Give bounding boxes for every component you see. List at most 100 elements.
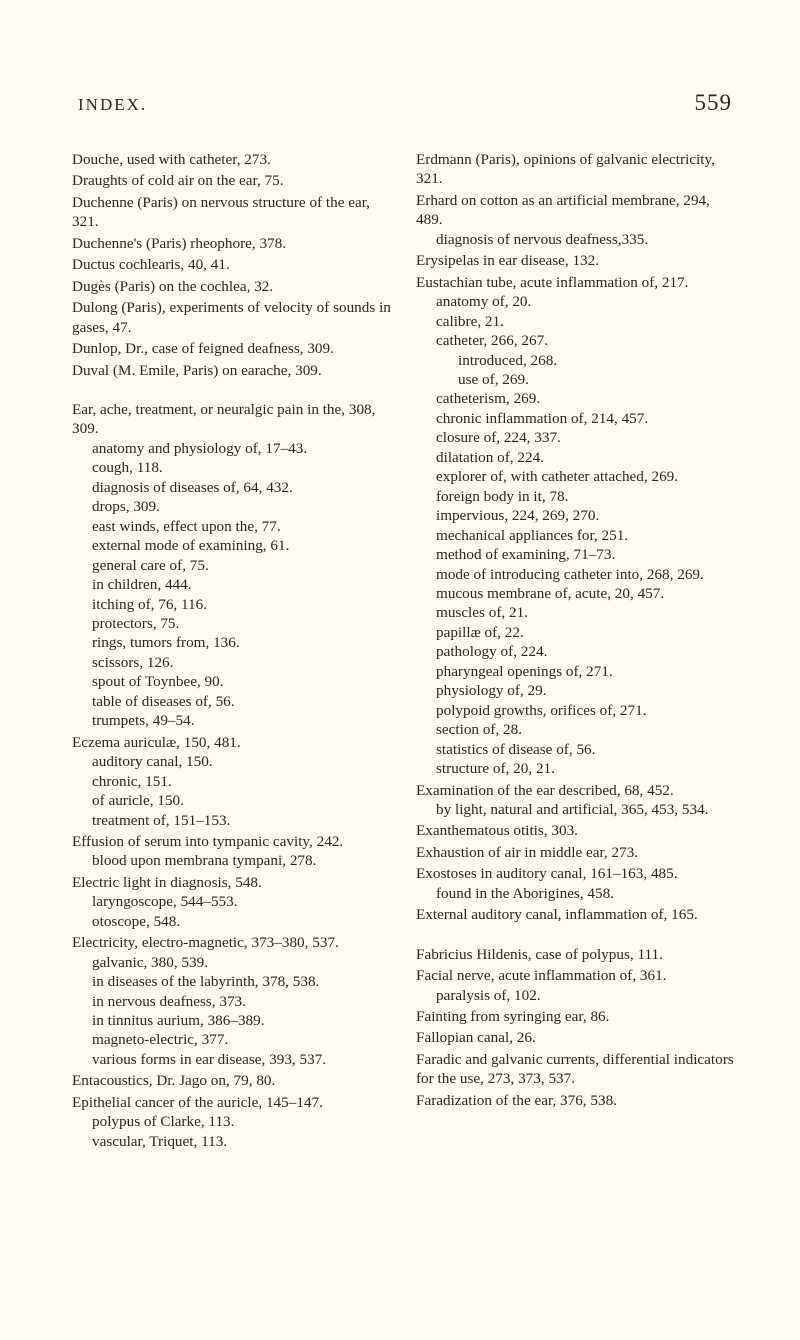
entry-text: Fainting from syringing ear, 86. xyxy=(416,1007,738,1026)
entry-text: Ductus cochlearis, 40, 41. xyxy=(72,255,394,274)
section-gap xyxy=(72,382,394,400)
entry-fainting: Fainting from syringing ear, 86. xyxy=(416,1007,738,1026)
subentry: cough, 118. xyxy=(72,458,394,477)
entry-faradic: Faradic and galvanic currents, different… xyxy=(416,1050,738,1089)
subentry: pharyngeal openings of, 271. xyxy=(416,662,738,681)
index-columns: Douche, used with catheter, 273. Draught… xyxy=(72,150,738,1280)
entry-erysipelas: Erysipelas in ear disease, 132. xyxy=(416,251,738,270)
subentry: by light, natural and artificial, 365, 4… xyxy=(416,800,738,819)
entry-text: Duchenne (Paris) on nervous structure of… xyxy=(72,193,394,232)
entry-exanthematous: Exanthematous otitis, 303. xyxy=(416,821,738,840)
entry-draughts: Draughts of cold air on the ear, 75. xyxy=(72,171,394,190)
subentry: paralysis of, 102. xyxy=(416,986,738,1005)
entry-text: Electricity, electro-magnetic, 373–380, … xyxy=(72,933,394,952)
subentry-2: introduced, 268. xyxy=(416,351,738,370)
entry-erdmann: Erdmann (Paris), opinions of galvanic el… xyxy=(416,150,738,189)
subentry: treatment of, 151–153. xyxy=(72,811,394,830)
subentry: method of examining, 71–73. xyxy=(416,545,738,564)
entry-text: Erhard on cotton as an artificial membra… xyxy=(416,191,738,230)
subentry: in nervous deafness, 373. xyxy=(72,992,394,1011)
entry-text: Electric light in diagnosis, 548. xyxy=(72,873,394,892)
running-title: INDEX. xyxy=(78,95,147,115)
entry-text: Erdmann (Paris), opinions of galvanic el… xyxy=(416,150,738,189)
subentry: scissors, 126. xyxy=(72,653,394,672)
entry-text: Examination of the ear described, 68, 45… xyxy=(416,781,738,800)
entry-duchenne-1: Duchenne (Paris) on nervous structure of… xyxy=(72,193,394,232)
subentry: of auricle, 150. xyxy=(72,791,394,810)
entry-text: Eczema auriculæ, 150, 481. xyxy=(72,733,394,752)
entry-text: Faradic and galvanic currents, different… xyxy=(416,1050,738,1089)
entry-text: Draughts of cold air on the ear, 75. xyxy=(72,171,394,190)
subentry: mechanical appliances for, 251. xyxy=(416,526,738,545)
entry-examination: Examination of the ear described, 68, 45… xyxy=(416,781,738,820)
subentry: protectors, 75. xyxy=(72,614,394,633)
subentry: explorer of, with catheter attached, 269… xyxy=(416,467,738,486)
subentry: catheter, 266, 267. xyxy=(416,331,738,350)
subentry: blood upon membrana tympani, 278. xyxy=(72,851,394,870)
subentry: calibre, 21. xyxy=(416,312,738,331)
entry-fallopian: Fallopian canal, 26. xyxy=(416,1028,738,1047)
entry-text: Exanthematous otitis, 303. xyxy=(416,821,738,840)
section-gap xyxy=(416,927,738,945)
subentry: drops, 309. xyxy=(72,497,394,516)
entry-text: Faradization of the ear, 376, 538. xyxy=(416,1091,738,1110)
entry-exostoses: Exostoses in auditory canal, 161–163, 48… xyxy=(416,864,738,903)
subentry: in children, 444. xyxy=(72,575,394,594)
page: INDEX. 559 Douche, used with catheter, 2… xyxy=(0,0,800,1340)
subentry: physiology of, 29. xyxy=(416,681,738,700)
entry-text: Douche, used with catheter, 273. xyxy=(72,150,394,169)
page-number: 559 xyxy=(695,90,733,116)
entry-exhaustion: Exhaustion of air in middle ear, 273. xyxy=(416,843,738,862)
subentry: statistics of disease of, 56. xyxy=(416,740,738,759)
subentry: chronic, 151. xyxy=(72,772,394,791)
entry-text: Erysipelas in ear disease, 132. xyxy=(416,251,738,270)
subentry: papillæ of, 22. xyxy=(416,623,738,642)
entry-electric-light: Electric light in diagnosis, 548. laryng… xyxy=(72,873,394,931)
subentry: structure of, 20, 21. xyxy=(416,759,738,778)
entry-text: Duval (M. Emile, Paris) on earache, 309. xyxy=(72,361,394,380)
entry-text: Entacoustics, Dr. Jago on, 79, 80. xyxy=(72,1071,394,1090)
entry-text: Fabricius Hildenis, case of polypus, 111… xyxy=(416,945,738,964)
subentry: galvanic, 380, 539. xyxy=(72,953,394,972)
entry-dulong: Dulong (Paris), experiments of velocity … xyxy=(72,298,394,337)
subentry: east winds, effect upon the, 77. xyxy=(72,517,394,536)
entry-epithelial: Epithelial cancer of the auricle, 145–14… xyxy=(72,1093,394,1151)
subentry: polypoid growths, orifices of, 271. xyxy=(416,701,738,720)
subentry: mode of introducing catheter into, 268, … xyxy=(416,565,738,584)
entry-duchenne-2: Duchenne's (Paris) rheophore, 378. xyxy=(72,234,394,253)
subentry: table of diseases of, 56. xyxy=(72,692,394,711)
entry-entacoustics: Entacoustics, Dr. Jago on, 79, 80. xyxy=(72,1071,394,1090)
subentry: in tinnitus aurium, 386–389. xyxy=(72,1011,394,1030)
entry-text: Fallopian canal, 26. xyxy=(416,1028,738,1047)
subentry: external mode of examining, 61. xyxy=(72,536,394,555)
subentry: general care of, 75. xyxy=(72,556,394,575)
subentry: dilatation of, 224. xyxy=(416,448,738,467)
subentry: diagnosis of diseases of, 64, 432. xyxy=(72,478,394,497)
entry-text: Effusion of serum into tympanic cavity, … xyxy=(72,832,394,851)
subentry: catheterism, 269. xyxy=(416,389,738,408)
entry-facial: Facial nerve, acute inflammation of, 361… xyxy=(416,966,738,1005)
entry-text: Duchenne's (Paris) rheophore, 378. xyxy=(72,234,394,253)
subentry: anatomy of, 20. xyxy=(416,292,738,311)
entry-duges: Dugès (Paris) on the cochlea, 32. xyxy=(72,277,394,296)
entry-ductus: Ductus cochlearis, 40, 41. xyxy=(72,255,394,274)
subentry: auditory canal, 150. xyxy=(72,752,394,771)
subentry: found in the Aborigines, 458. xyxy=(416,884,738,903)
entry-ear: Ear, ache, treatment, or neuralgic pain … xyxy=(72,400,394,731)
entry-text: Eustachian tube, acute inflammation of, … xyxy=(416,273,738,292)
entry-dunlop: Dunlop, Dr., case of feigned deafness, 3… xyxy=(72,339,394,358)
entry-text: Exostoses in auditory canal, 161–163, 48… xyxy=(416,864,738,883)
entry-fabricius: Fabricius Hildenis, case of polypus, 111… xyxy=(416,945,738,964)
subentry: laryngoscope, 544–553. xyxy=(72,892,394,911)
subentry: polypus of Clarke, 113. xyxy=(72,1112,394,1131)
entry-text: Dunlop, Dr., case of feigned deafness, 3… xyxy=(72,339,394,358)
entry-faradization: Faradization of the ear, 376, 538. xyxy=(416,1091,738,1110)
entry-duval: Duval (M. Emile, Paris) on earache, 309. xyxy=(72,361,394,380)
subentry: itching of, 76, 116. xyxy=(72,595,394,614)
entry-external: External auditory canal, inflammation of… xyxy=(416,905,738,924)
entry-erhard: Erhard on cotton as an artificial membra… xyxy=(416,191,738,249)
subentry: foreign body in it, 78. xyxy=(416,487,738,506)
entry-text: Exhaustion of air in middle ear, 273. xyxy=(416,843,738,862)
subentry: otoscope, 548. xyxy=(72,912,394,931)
entry-text: Dulong (Paris), experiments of velocity … xyxy=(72,298,394,337)
